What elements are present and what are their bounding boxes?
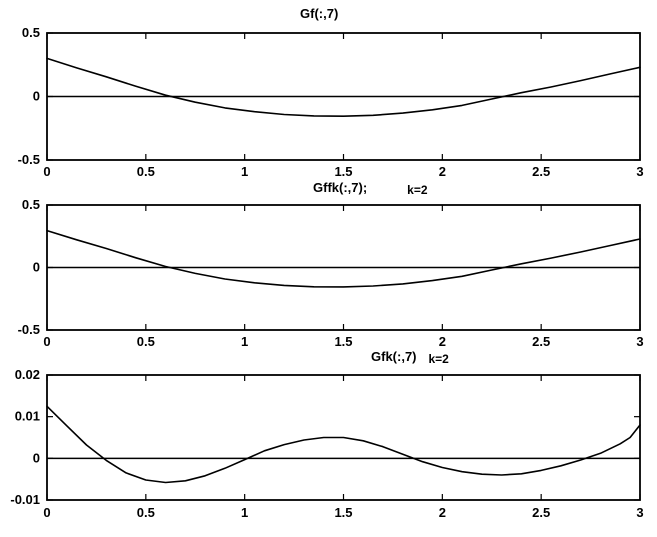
y-tick-label: 0.01 — [15, 409, 40, 424]
tick-marks — [46, 32, 641, 161]
x-tick-label: 1.5 — [334, 505, 352, 520]
x-tick-label: 0 — [43, 334, 50, 349]
x-tick-label: 2.5 — [532, 334, 550, 349]
x-tick-label: 3 — [636, 505, 643, 520]
x-tick-label: 0.5 — [137, 505, 155, 520]
x-tick-label: 2.5 — [532, 164, 550, 179]
x-tick-label: 0 — [43, 505, 50, 520]
y-tick-label: 0 — [33, 260, 40, 275]
y-tick-label: -0.5 — [18, 322, 40, 337]
x-tick-label: 1 — [241, 334, 248, 349]
x-tick-label: 2 — [439, 505, 446, 520]
x-tick-label: 2 — [439, 164, 446, 179]
data-curve — [46, 57, 641, 117]
x-tick-label: 0 — [43, 164, 50, 179]
y-tick-label: 0.02 — [15, 367, 40, 382]
data-curve — [46, 229, 641, 288]
x-tick-label: 0.5 — [137, 164, 155, 179]
x-tick-label: 2.5 — [532, 505, 550, 520]
y-tick-label: 0.5 — [22, 25, 40, 40]
subplot-1-title-text: Gf(:,7) — [300, 6, 339, 21]
subplot-1-title: Gf(:,7) — [300, 7, 338, 21]
subplot-3-title: Gfk(:,7) k=2 — [371, 349, 449, 367]
x-tick-label: 1 — [241, 505, 248, 520]
subplot-1-plot: 0 0.5 1 1.5 2 2.5 3-0.500.5 — [18, 25, 644, 179]
subplot-3-k-annotation: k=2 — [428, 352, 449, 366]
y-tick-label: -0.5 — [18, 152, 40, 167]
x-tick-label: 0.5 — [137, 334, 155, 349]
x-tick-label: 1.5 — [334, 164, 352, 179]
x-tick-label: 3 — [636, 334, 643, 349]
subplot-2-title: Gffk(:,7); k=2 — [313, 180, 428, 198]
x-tick-label: 1.5 — [334, 334, 352, 349]
y-tick-label: 0 — [33, 89, 40, 104]
data-curve — [46, 405, 641, 484]
y-tick-label: 0 — [33, 450, 40, 465]
subplot-2-plot: 0 0.5 1 1.5 2 2.5 3-0.500.5 — [18, 197, 644, 349]
subplot-3-title-text: Gfk(:,7) — [371, 349, 417, 364]
x-tick-label: 3 — [636, 164, 643, 179]
x-tick-label: 1 — [241, 164, 248, 179]
y-tick-label: -0.01 — [10, 492, 40, 507]
x-tick-label: 2 — [439, 334, 446, 349]
subplot-2-k-annotation: k=2 — [407, 183, 428, 197]
subplot-2-title-text: Gffk(:,7); — [313, 180, 368, 195]
y-tick-label: 0.5 — [22, 197, 40, 212]
